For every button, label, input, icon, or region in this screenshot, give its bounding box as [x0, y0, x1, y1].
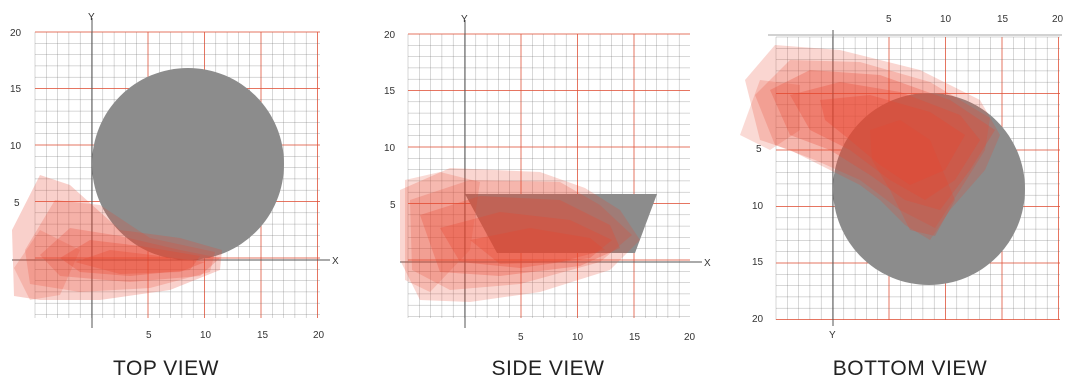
bottom-view-y-tick: 15 [752, 257, 764, 268]
side-view-x-tick: 10 [572, 332, 584, 343]
bottom-view-x-tick: 5 [886, 14, 892, 25]
bottom-view-x-tick: 10 [940, 14, 952, 25]
bottom-view-y-axis-label: Y [829, 330, 836, 341]
top-view-x-axis-label: X [332, 256, 339, 267]
top-view-y-tick: 10 [10, 141, 22, 152]
bottom-view-y-tick: 20 [752, 314, 764, 325]
side-view-panel: Y X 5 10 15 20 20 15 10 5 SIDE VIEW [384, 14, 711, 379]
bottom-view-panel: Y 5 10 15 20 5 10 15 20 BOTTOM VIEW [740, 14, 1064, 379]
bottom-view-y-tick: 10 [752, 201, 764, 212]
top-view-y-axis-label: Y [88, 12, 95, 23]
side-view-x-tick: 5 [518, 332, 524, 343]
top-view-y-tick: 15 [10, 84, 22, 95]
side-view-x-tick: 20 [684, 332, 696, 343]
top-view-y-tick: 5 [14, 198, 20, 209]
top-view-panel: Y X 5 10 15 20 20 15 10 5 TOP VIEW [10, 12, 339, 379]
top-view-x-tick: 10 [200, 330, 212, 341]
side-view-x-axis-label: X [704, 258, 711, 269]
bottom-view-caption: BOTTOM VIEW [833, 357, 987, 379]
side-view-x-tick: 15 [629, 332, 641, 343]
side-view-y-tick: 20 [384, 30, 396, 41]
top-view-x-tick: 5 [146, 330, 152, 341]
top-view-x-tick: 15 [257, 330, 269, 341]
top-view-caption: TOP VIEW [113, 357, 219, 379]
bottom-view-x-tick: 15 [997, 14, 1009, 25]
bottom-view-y-tick: 5 [756, 144, 762, 155]
side-view-caption: SIDE VIEW [491, 357, 604, 379]
side-view-y-axis-label: Y [461, 14, 468, 25]
side-view-y-tick: 5 [390, 200, 396, 211]
side-view-y-tick: 15 [384, 86, 396, 97]
top-view-x-tick: 20 [313, 330, 325, 341]
side-view-y-tick: 10 [384, 143, 396, 154]
bottom-view-x-tick: 20 [1052, 14, 1064, 25]
side-view-hand-heatmap [400, 168, 640, 302]
top-view-y-tick: 20 [10, 28, 22, 39]
